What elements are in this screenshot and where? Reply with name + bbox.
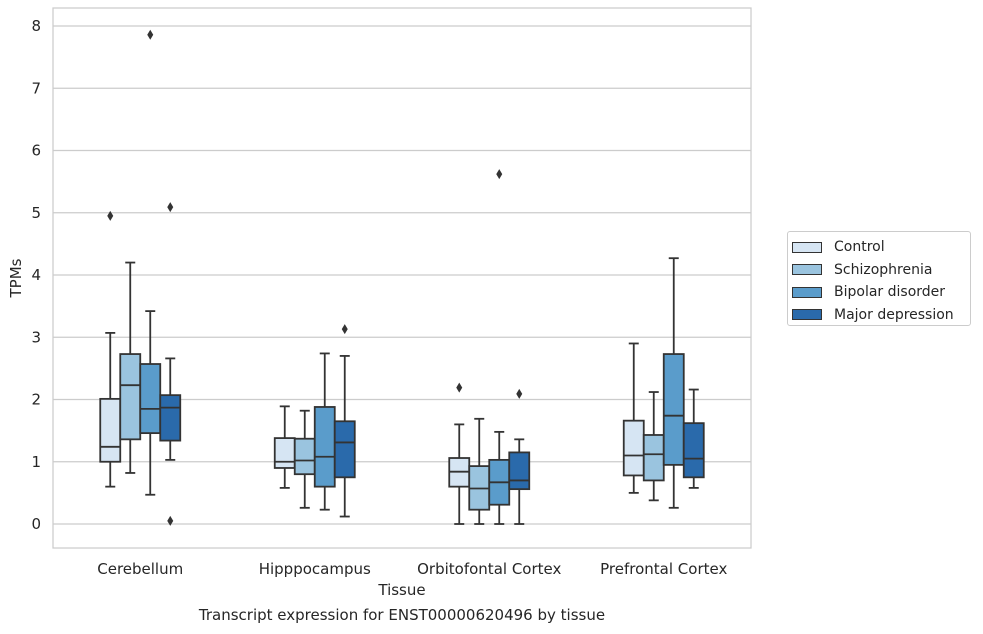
box-cerebellum-schizophrenia xyxy=(119,261,142,474)
box-body xyxy=(662,353,685,466)
box-hipppocampus-schizophrenia xyxy=(293,409,316,509)
box-prefrontal-cortex-control xyxy=(622,342,645,494)
outlier-point xyxy=(516,388,523,399)
plot-frame xyxy=(52,7,752,549)
x-tick-label-hipppocampus: Hipppocampus xyxy=(259,560,371,578)
legend-swatch-control xyxy=(792,241,822,253)
box-body xyxy=(642,434,665,482)
box-body xyxy=(313,406,336,488)
box-cerebellum-major-depression xyxy=(159,202,182,526)
x-tick-label-cerebellum: Cerebellum xyxy=(97,560,183,578)
outlier-point xyxy=(496,169,503,180)
x-tick-label-prefrontal-cortex: Prefrontal Cortex xyxy=(600,560,727,578)
y-tick-label-0: 0 xyxy=(31,515,41,533)
box-body xyxy=(508,451,531,491)
y-tick-label-1: 1 xyxy=(31,453,41,471)
box-plot-chart: 0 1 2 3 4 5 6 7 8 Cerebellum Hipppocampus Orbitofo… xyxy=(7,7,752,599)
legend-item-schizophrenia: Schizophrenia xyxy=(792,259,970,282)
y-tick-label-6: 6 xyxy=(31,142,41,160)
box-hipppocampus-major-depression xyxy=(333,324,356,518)
legend-label-major-depression: Major depression xyxy=(834,306,954,323)
box-prefrontal-cortex-bipolar-disorder xyxy=(662,257,685,509)
box-groups xyxy=(99,29,705,526)
outlier-point xyxy=(456,382,463,393)
outlier-point xyxy=(147,29,154,40)
box-prefrontal-cortex-schizophrenia xyxy=(642,391,665,502)
y-axis-label: TPMs xyxy=(7,258,25,298)
outlier-point xyxy=(167,202,174,213)
legend-swatch-major-depression xyxy=(792,309,822,321)
x-tick-label-orbitofontal-cortex: Orbitofontal Cortex xyxy=(417,560,561,578)
legend-swatch-bipolar-disorder xyxy=(792,286,822,298)
box-body xyxy=(622,419,645,477)
box-body xyxy=(159,394,182,442)
box-body xyxy=(273,437,296,469)
box-orbitofontal-cortex-major-depression xyxy=(508,388,531,525)
legend-item-major-depression: Major depression xyxy=(792,304,970,327)
box-orbitofontal-cortex-control xyxy=(448,382,471,525)
y-tick-labels: 0 1 2 3 4 5 6 7 8 xyxy=(31,17,41,533)
x-axis-label: Tissue xyxy=(377,581,425,599)
box-body xyxy=(139,363,162,435)
box-body xyxy=(99,397,122,463)
legend-swatch-schizophrenia xyxy=(792,264,822,276)
outlier-point xyxy=(167,515,174,526)
box-orbitofontal-cortex-schizophrenia xyxy=(468,417,491,525)
box-cerebellum-control xyxy=(99,210,122,488)
y-tick-label-4: 4 xyxy=(31,266,41,284)
box-hipppocampus-bipolar-disorder xyxy=(313,352,336,511)
outlier-point xyxy=(107,210,114,221)
figure-caption: Transcript expression for ENST0000062049… xyxy=(198,606,606,624)
y-tick-label-2: 2 xyxy=(31,391,41,409)
legend-item-bipolar-disorder: Bipolar disorder xyxy=(792,281,970,304)
legend-label-schizophrenia: Schizophrenia xyxy=(834,261,933,278)
box-hipppocampus-control xyxy=(273,405,296,489)
box-prefrontal-cortex-major-depression xyxy=(682,388,705,489)
legend-label-control: Control xyxy=(834,239,885,256)
box-body xyxy=(119,353,142,441)
y-tick-label-8: 8 xyxy=(31,17,41,35)
box-body xyxy=(682,422,705,479)
box-cerebellum-bipolar-disorder xyxy=(139,29,162,496)
x-tick-labels: Cerebellum Hipppocampus Orbitofontal Corte… xyxy=(97,560,727,578)
y-tick-label-7: 7 xyxy=(31,79,41,97)
legend: Control Schizophrenia Bipolar disorder M… xyxy=(787,231,971,326)
box-body xyxy=(333,420,356,479)
legend-item-control: Control xyxy=(792,236,970,259)
legend-label-bipolar-disorder: Bipolar disorder xyxy=(834,284,946,301)
box-orbitofontal-cortex-bipolar-disorder xyxy=(488,169,511,525)
y-tick-label-5: 5 xyxy=(31,204,41,222)
box-body xyxy=(293,437,316,476)
y-tick-label-3: 3 xyxy=(31,328,41,346)
outlier-point xyxy=(341,324,348,335)
